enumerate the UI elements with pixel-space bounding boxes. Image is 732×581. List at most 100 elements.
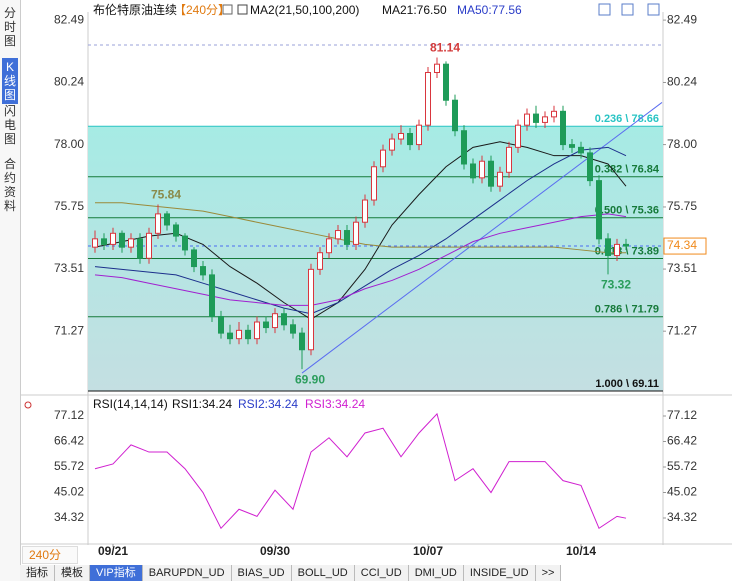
candle-body <box>533 113 539 123</box>
bottom-tab[interactable]: BARUPDN_UD <box>142 565 232 581</box>
candle-body <box>191 249 197 268</box>
rsi-line <box>94 412 627 530</box>
y-tick-label: 66.42 <box>54 434 84 448</box>
icon[interactable] <box>598 3 611 16</box>
bottom-tab[interactable]: VIP指标 <box>90 565 143 581</box>
y-tick-label: 77.12 <box>667 408 697 422</box>
candle-body <box>596 180 602 240</box>
fib-label: 0.618 \ 73.89 <box>595 245 659 257</box>
x-tick-label: 10/07 <box>413 544 443 558</box>
candle-body <box>290 324 296 334</box>
bottom-tab[interactable]: CCI_UD <box>354 565 409 581</box>
candle-body <box>362 199 368 223</box>
candle-body <box>542 116 548 123</box>
bottom-tab[interactable]: 模板 <box>55 565 90 581</box>
sidebar-tab[interactable]: 闪电图 <box>3 104 16 146</box>
candle-body <box>137 238 143 259</box>
y-tick-label: 34.32 <box>667 510 697 524</box>
y-tick-label: 71.27 <box>667 323 697 337</box>
sidebar-tab[interactable]: 分时图 <box>3 6 16 48</box>
price-annotation: 73.32 <box>601 278 631 292</box>
candle-body <box>551 110 557 118</box>
toolbar-icons[interactable] <box>598 3 660 16</box>
x-tick-label: 09/21 <box>98 544 128 558</box>
y-tick-label: 45.02 <box>54 485 84 499</box>
settings-icon[interactable] <box>222 4 233 15</box>
y-tick-label: 55.72 <box>54 459 84 473</box>
candle-body <box>488 160 494 187</box>
candle-body <box>263 321 269 329</box>
candle-body <box>578 146 584 154</box>
candle-body <box>209 274 215 317</box>
fib-label: 0.382 \ 76.84 <box>595 164 660 176</box>
price-annotation: 81.14 <box>430 41 460 55</box>
x-tick-label: 10/14 <box>566 544 596 558</box>
sidebar-tab[interactable]: 合约资料 <box>3 157 16 213</box>
period-label: 【240分】 <box>174 3 230 17</box>
y-tick-label: 55.72 <box>667 459 697 473</box>
rsi3-label: RSI3:34.24 <box>305 397 365 411</box>
indicator-checkbox[interactable] <box>237 4 248 15</box>
y-tick-label: 66.42 <box>667 434 697 448</box>
y-tick-label: 45.02 <box>667 485 697 499</box>
candle-body <box>101 238 107 245</box>
fib-label: 0.786 \ 71.79 <box>595 304 659 316</box>
bottom-tab[interactable]: BIAS_UD <box>231 565 292 581</box>
candle-body <box>308 268 314 351</box>
candle-body <box>236 329 242 340</box>
bottom-tab[interactable]: DMI_UD <box>408 565 464 581</box>
fib-label: 0.500 \ 75.36 <box>595 205 659 217</box>
x-tick-label: 09/30 <box>260 544 290 558</box>
candle-body <box>128 238 134 248</box>
bottom-tab[interactable]: 指标 <box>20 565 55 581</box>
bottom-tab[interactable]: BOLL_UD <box>291 565 355 581</box>
candle-body <box>110 232 116 245</box>
candle-body <box>119 232 125 248</box>
rsi-title: RSI(14,14,14) <box>93 397 168 411</box>
y-tick-label: 75.75 <box>667 199 697 213</box>
candle-body <box>326 238 332 254</box>
candle-body <box>605 238 611 256</box>
candle-body <box>245 329 251 340</box>
icon[interactable] <box>647 3 660 16</box>
candle-body <box>146 232 152 259</box>
ma21-label: MA21:76.50 <box>382 3 447 17</box>
bottom-tab[interactable]: >> <box>535 565 562 581</box>
candle-body <box>479 160 485 179</box>
ma-line <box>94 146 627 315</box>
y-tick-label: 34.32 <box>54 510 84 524</box>
candle-body <box>569 144 575 148</box>
candle-body <box>497 171 503 187</box>
candle-body <box>317 252 323 270</box>
candle-body <box>434 63 440 73</box>
y-tick-label: 82.49 <box>54 12 84 26</box>
title: 布伦特原油连续 <box>93 2 177 17</box>
y-tick-label: 80.24 <box>54 75 84 89</box>
candle-body <box>443 63 449 101</box>
candle-body <box>425 71 431 126</box>
y-tick-label: 77.12 <box>54 408 84 422</box>
y-tick-label: 73.51 <box>667 261 697 275</box>
sidebar-tab[interactable]: K线图 <box>2 58 18 104</box>
ma50-label: MA50:77.56 <box>457 3 522 17</box>
candle-body <box>272 313 278 329</box>
bottom-tab[interactable]: INSIDE_UD <box>463 565 536 581</box>
candle-body <box>389 138 395 151</box>
indicator-label: MA2(21,50,100,200) <box>250 3 359 17</box>
candle-body <box>461 130 467 165</box>
fib-label: 0.236 \ 78.66 <box>595 113 659 125</box>
candle-body <box>470 163 476 179</box>
candle-body <box>452 99 458 132</box>
candle-body <box>416 124 422 146</box>
y-tick-label: 80.24 <box>667 75 697 89</box>
candle-body <box>524 113 530 126</box>
candle-body <box>560 110 566 146</box>
y-tick-label: 71.27 <box>54 323 84 337</box>
period-selector[interactable]: 240分 <box>22 546 78 564</box>
candle-body <box>254 321 260 340</box>
candle-body <box>200 266 206 276</box>
icon[interactable] <box>621 3 634 16</box>
y-tick-label: 78.00 <box>54 137 84 151</box>
rsi-icon[interactable] <box>24 401 32 409</box>
y-tick-label: 73.51 <box>54 261 84 275</box>
